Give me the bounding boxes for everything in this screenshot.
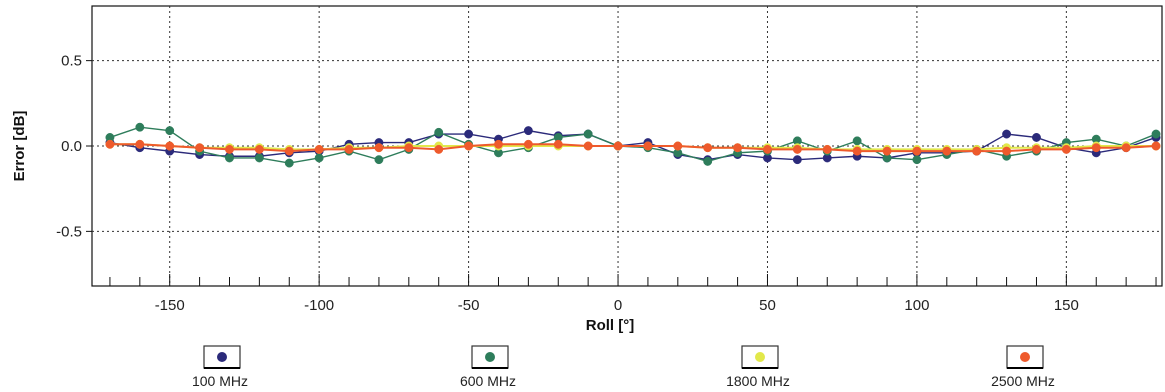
- x-axis-title: Roll [°]: [586, 317, 635, 334]
- data-point: [703, 156, 713, 166]
- data-point: [1121, 143, 1131, 153]
- data-point: [613, 141, 623, 151]
- x-tick-label: -150: [155, 297, 185, 314]
- data-point: [852, 146, 862, 156]
- data-point: [912, 146, 922, 156]
- data-point: [374, 143, 384, 153]
- data-point: [1061, 144, 1071, 154]
- data-point: [254, 144, 264, 154]
- series-line: [109, 143, 1157, 153]
- data-point: [792, 155, 802, 165]
- data-point: [553, 139, 563, 149]
- data-point: [494, 139, 503, 149]
- data-point: [344, 144, 354, 154]
- data-point: [404, 143, 414, 153]
- data-point: [942, 146, 952, 156]
- data-point: [314, 153, 324, 163]
- data-point: [523, 139, 533, 149]
- data-point: [583, 129, 593, 139]
- x-tick-label: 150: [1054, 297, 1079, 314]
- data-point: [822, 144, 832, 154]
- data-point: [523, 126, 533, 136]
- series-2500-mhz: [105, 139, 1161, 156]
- data-point: [434, 127, 444, 137]
- data-point: [912, 155, 922, 165]
- y-axis-title: Error [dB]: [11, 111, 28, 182]
- data-point: [195, 143, 205, 153]
- legend-item: 2500 MHz: [991, 345, 1055, 389]
- data-point: [792, 144, 802, 154]
- legend-label: 600 MHz: [460, 373, 516, 389]
- legend: 100 MHz 600 MHz 1800 MHz 2500 MHz: [192, 345, 1055, 389]
- data-point: [852, 136, 862, 146]
- data-point: [374, 155, 384, 165]
- x-tick-label: -100: [304, 297, 334, 314]
- legend-marker: [217, 352, 227, 362]
- data-point: [673, 141, 683, 151]
- data-point: [225, 144, 234, 154]
- legend-item: 1800 MHz: [726, 345, 790, 389]
- data-point: [1032, 133, 1041, 142]
- y-tick-label: 0.0: [61, 138, 82, 155]
- legend-marker: [755, 352, 765, 362]
- data-point: [434, 144, 444, 154]
- legend-marker: [1020, 352, 1030, 362]
- axes: -150 -100 -50 0 50 100 150 -0.5 0.0 0.5: [56, 53, 1157, 314]
- data-point: [972, 146, 982, 156]
- data-point: [1002, 146, 1012, 156]
- data-point: [225, 153, 234, 163]
- data-point: [135, 122, 145, 132]
- data-point: [284, 146, 294, 156]
- data-point: [1151, 141, 1161, 151]
- data-point: [1032, 144, 1041, 154]
- data-point: [882, 146, 892, 156]
- data-point: [464, 129, 474, 139]
- data-point: [165, 141, 175, 151]
- data-series: [105, 122, 1161, 168]
- data-point: [643, 141, 653, 151]
- legend-marker: [485, 352, 495, 362]
- x-tick-label: 50: [759, 297, 776, 314]
- data-point: [165, 126, 175, 136]
- data-point: [464, 141, 474, 151]
- data-point: [583, 141, 593, 151]
- y-tick-label: 0.5: [61, 53, 82, 70]
- legend-label: 2500 MHz: [991, 373, 1055, 389]
- x-tick-label: 0: [614, 297, 622, 314]
- x-tick-label: 100: [904, 297, 929, 314]
- data-point: [105, 139, 115, 149]
- y-tick-label: -0.5: [56, 223, 82, 240]
- data-point: [1091, 143, 1101, 153]
- data-point: [1151, 129, 1161, 139]
- data-point: [703, 143, 713, 153]
- legend-label: 100 MHz: [192, 373, 248, 389]
- x-tick-label: -50: [458, 297, 480, 314]
- legend-item: 100 MHz: [192, 345, 248, 389]
- data-point: [733, 143, 743, 153]
- data-point: [135, 139, 145, 149]
- data-point: [254, 153, 264, 163]
- data-point: [1002, 129, 1012, 139]
- legend-label: 1800 MHz: [726, 373, 790, 389]
- legend-item: 600 MHz: [460, 345, 516, 389]
- data-point: [314, 144, 324, 154]
- data-point: [763, 144, 772, 154]
- data-point: [284, 158, 294, 168]
